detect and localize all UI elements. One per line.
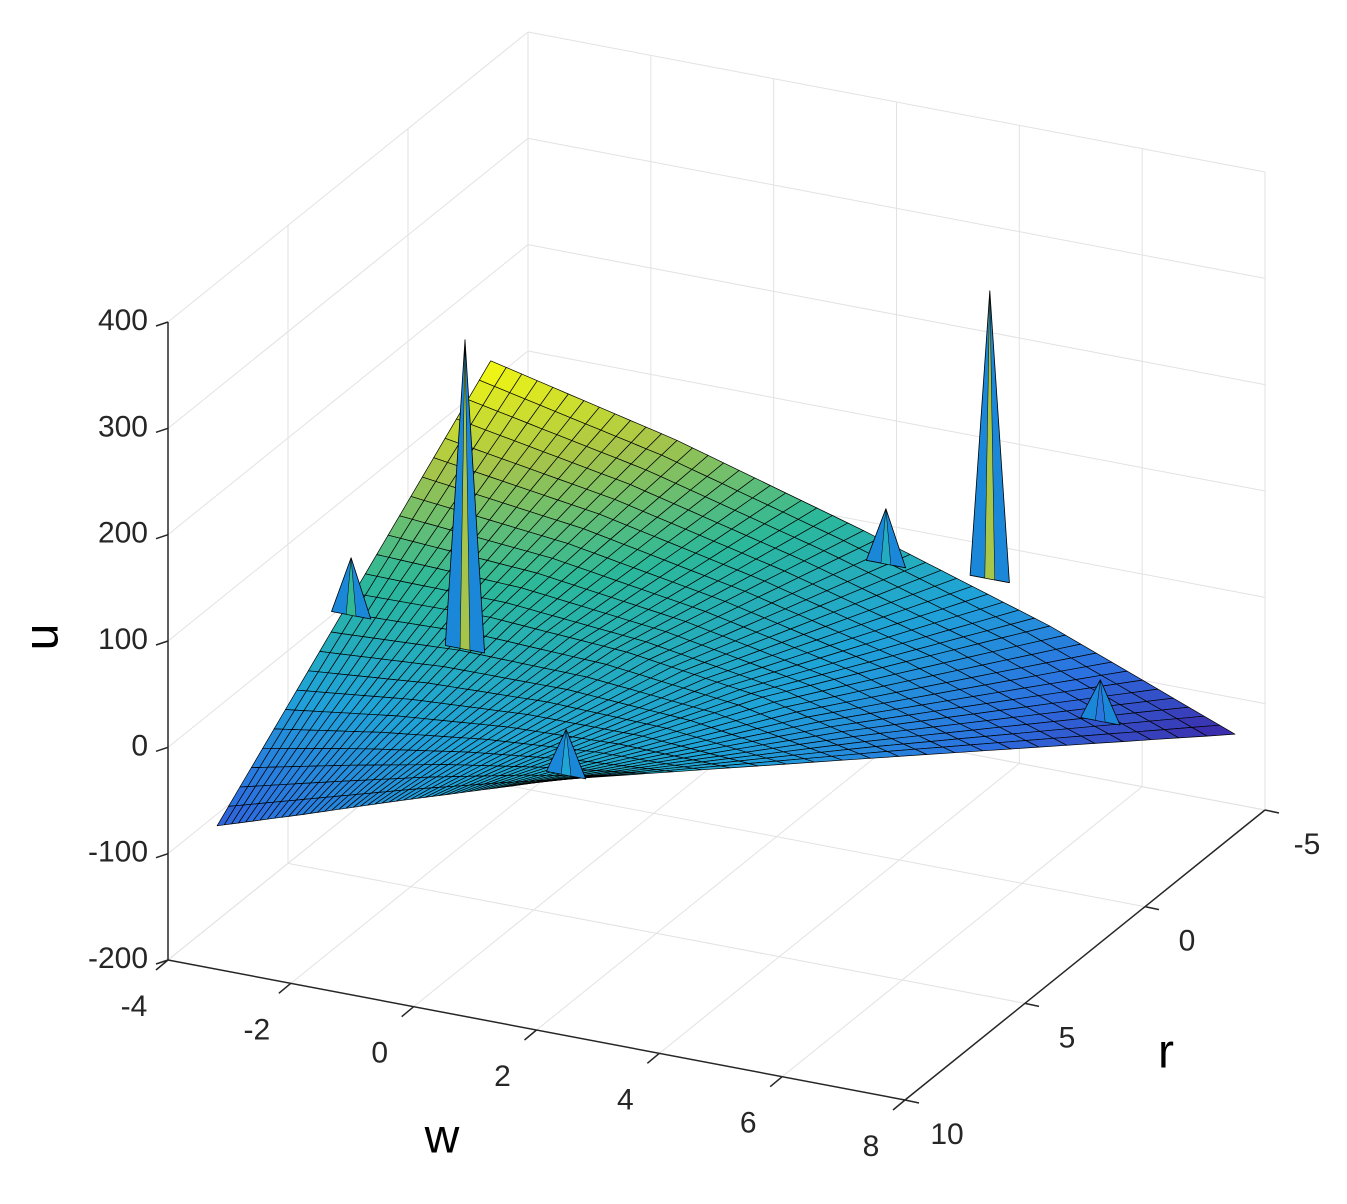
- y-tick: [1024, 1002, 1040, 1008]
- z-tick-label: 200: [98, 517, 148, 550]
- z-tick: [155, 321, 169, 327]
- x-tick-label: -2: [243, 1013, 270, 1046]
- z-tick: [155, 746, 169, 753]
- z-tick-label: -200: [88, 942, 148, 975]
- y-tick: [1144, 905, 1160, 911]
- surface: [216, 360, 1236, 827]
- grid-line: [781, 786, 1143, 1078]
- z-tick: [155, 640, 169, 646]
- spike: [331, 557, 372, 620]
- grid-line: [527, 31, 1266, 173]
- z-tick: [155, 427, 169, 434]
- x-tick: [155, 959, 169, 971]
- x-tick-label: 0: [371, 1037, 388, 1070]
- spike-core: [880, 508, 892, 566]
- z-tick-label: 100: [98, 623, 148, 656]
- z-axis-title: u: [16, 624, 69, 651]
- x-tick-label: -4: [121, 990, 148, 1023]
- surface-cell: [625, 530, 1051, 698]
- surface-cell: [489, 440, 864, 653]
- z-tick-label: -100: [88, 836, 148, 869]
- surface-cell: [302, 616, 627, 815]
- y-tick-label: 5: [1059, 1021, 1076, 1054]
- z-tick: [155, 852, 169, 859]
- grid-line: [527, 137, 1266, 279]
- spike: [865, 508, 906, 569]
- grid-line: [407, 766, 1146, 908]
- x-tick-label: 4: [617, 1083, 634, 1116]
- x-tick: [646, 1052, 660, 1064]
- spike: [1080, 679, 1121, 726]
- x-tick-label: 6: [740, 1107, 757, 1140]
- grid-line: [659, 762, 1020, 1054]
- spike-core: [459, 339, 471, 651]
- surface-cell: [216, 592, 491, 827]
- spike-core: [984, 290, 995, 581]
- spike-core: [1095, 679, 1106, 723]
- spike: [444, 339, 486, 654]
- grid-line: [167, 31, 529, 323]
- y-axis: [904, 809, 1266, 1101]
- y-tick: [904, 1099, 920, 1104]
- x-axis-title: w: [424, 1111, 460, 1164]
- y-tick-label: 0: [1179, 925, 1196, 958]
- y-tick: [1264, 809, 1280, 814]
- surface-patch: [553, 777, 590, 781]
- surface-cell: [474, 696, 899, 792]
- x-tick: [401, 1006, 415, 1018]
- surface-cell: [762, 625, 1236, 757]
- y-tick-label: -5: [1294, 828, 1321, 861]
- grid-line: [167, 244, 529, 536]
- spike-core: [560, 729, 572, 777]
- tick-labels: -4 -2 0 2 4 6 8 -5 0 5 10 -200 -100 0 100 200 300 400: [88, 304, 1320, 1163]
- spike: [546, 729, 587, 780]
- grid-line: [167, 137, 529, 429]
- spikes: [331, 290, 1121, 780]
- x-tick: [524, 1029, 537, 1041]
- x-tick: [278, 982, 292, 994]
- z-tick-label: 0: [131, 729, 148, 762]
- surface-cell: [353, 360, 678, 618]
- spike-core: [345, 557, 357, 617]
- x-tick: [892, 1099, 906, 1111]
- grid-line: [536, 739, 897, 1031]
- z-tick: [155, 959, 169, 965]
- spike: [969, 290, 1010, 584]
- axes: [155, 321, 1280, 1111]
- x-tick-label: 2: [494, 1060, 511, 1093]
- grid-line: [527, 350, 1266, 492]
- z-tick-label: 400: [98, 304, 148, 337]
- grid-line: [527, 244, 1266, 386]
- x-tick-label: 8: [863, 1130, 880, 1163]
- surface-cell: [388, 651, 763, 803]
- y-tick-label: 10: [930, 1118, 963, 1151]
- y-axis-title: r: [1158, 1026, 1174, 1079]
- z-tick: [155, 533, 169, 540]
- z-tick-label: 300: [98, 410, 148, 443]
- grid-line: [287, 862, 1026, 1004]
- x-tick: [769, 1076, 783, 1088]
